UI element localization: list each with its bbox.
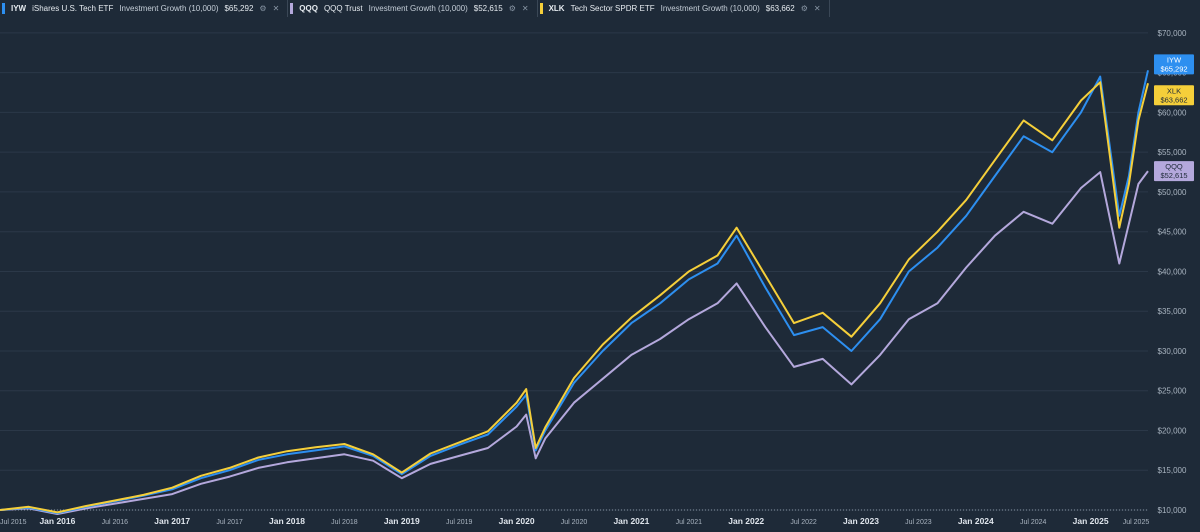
end-label-layer: IYW$65,292 XLK$63,662 QQQ$52,615 bbox=[1154, 54, 1194, 182]
end-label-qqq: QQQ$52,615 bbox=[1154, 161, 1194, 182]
x-tick-label: Jul 2021 bbox=[676, 519, 703, 526]
x-tick-label: Jan 2016 bbox=[39, 516, 75, 526]
x-tick-label: Jul 2025 bbox=[1123, 519, 1150, 526]
y-tick-label: $70,000 bbox=[1158, 29, 1187, 38]
series-line-xlk bbox=[0, 81, 1149, 514]
legend-item-xlk[interactable]: XLK Tech Sector SPDR ETF Investment Growth… bbox=[538, 0, 830, 17]
x-tick-label: Jan 2024 bbox=[958, 516, 994, 526]
y-tick-label: $30,000 bbox=[1158, 347, 1187, 356]
legend-swatch bbox=[539, 3, 543, 14]
legend-ticker: QQQ bbox=[299, 4, 318, 13]
legend-value: $63,662 bbox=[765, 4, 795, 13]
end-label-value: $65,292 bbox=[1160, 64, 1187, 73]
x-tick-label: Jan 2022 bbox=[728, 516, 764, 526]
y-tick-label: $10,000 bbox=[1158, 506, 1187, 515]
legend-metric: Investment Growth (10,000) bbox=[368, 4, 468, 13]
x-tick-label: Jan 2019 bbox=[384, 516, 420, 526]
series-line-qqq bbox=[0, 170, 1149, 515]
x-tick-label: Jan 2021 bbox=[613, 516, 649, 526]
end-label-box bbox=[1154, 85, 1194, 106]
end-label-iyw: IYW$65,292 bbox=[1154, 54, 1194, 75]
x-tick-label: Jul 2023 bbox=[905, 519, 932, 526]
end-label-value: $63,662 bbox=[1160, 95, 1187, 104]
end-label-xlk: XLK$63,662 bbox=[1154, 85, 1194, 106]
legend-item-iyw[interactable]: IYW iShares U.S. Tech ETF Investment Growt… bbox=[0, 0, 289, 17]
series-layer bbox=[0, 70, 1149, 515]
series-line-iyw bbox=[0, 70, 1149, 515]
end-label-box bbox=[1154, 54, 1194, 75]
legend-ticker: IYW bbox=[11, 4, 27, 13]
y-tick-label: $40,000 bbox=[1158, 267, 1187, 276]
x-tick-label: Jul 2017 bbox=[216, 519, 243, 526]
settings-icon[interactable]: ⚙ bbox=[800, 4, 808, 13]
settings-icon[interactable]: ⚙ bbox=[259, 4, 267, 13]
y-tick-label: $20,000 bbox=[1158, 426, 1187, 435]
end-label-ticker: XLK bbox=[1167, 86, 1181, 95]
end-label-value: $52,615 bbox=[1160, 171, 1187, 180]
x-tick-label: Jul 2022 bbox=[790, 519, 817, 526]
close-icon[interactable]: ✕ bbox=[272, 4, 280, 13]
legend-ticker: XLK bbox=[548, 4, 565, 13]
legend-name: QQQ Trust bbox=[323, 4, 363, 13]
close-icon[interactable]: ✕ bbox=[521, 4, 529, 13]
legend-metric: Investment Growth (10,000) bbox=[119, 4, 219, 13]
grid-layer bbox=[0, 32, 1148, 511]
x-tick-label: Jan 2017 bbox=[154, 516, 190, 526]
end-label-box bbox=[1154, 161, 1194, 182]
y-tick-label: $50,000 bbox=[1158, 188, 1187, 197]
x-tick-label: Jul 2015 bbox=[0, 519, 27, 526]
x-tick-label: Jan 2023 bbox=[843, 516, 879, 526]
x-tick-label: Jan 2018 bbox=[269, 516, 305, 526]
x-tick-label: Jan 2025 bbox=[1073, 516, 1109, 526]
legend-metric: Investment Growth (10,000) bbox=[660, 4, 760, 13]
legend-value: $65,292 bbox=[224, 4, 254, 13]
y-tick-label: $25,000 bbox=[1158, 387, 1187, 396]
end-label-ticker: QQQ bbox=[1165, 162, 1183, 171]
legend-swatch bbox=[290, 3, 294, 14]
y-tick-label: $45,000 bbox=[1158, 228, 1187, 237]
close-icon[interactable]: ✕ bbox=[813, 4, 821, 13]
end-label-ticker: IYW bbox=[1167, 55, 1182, 64]
x-tick-label: Jan 2020 bbox=[499, 516, 535, 526]
legend-swatch bbox=[2, 3, 5, 14]
x-tick-label: Jul 2019 bbox=[446, 519, 473, 526]
chart-legend: IYW iShares U.S. Tech ETF Investment Growt… bbox=[0, 0, 1200, 17]
legend-item-qqq[interactable]: QQQ QQQ Trust Investment Growth (10,000) $5… bbox=[288, 0, 538, 17]
x-tick-label: Jul 2018 bbox=[331, 519, 358, 526]
x-tick-label: Jul 2016 bbox=[102, 519, 129, 526]
x-tick-label: Jul 2024 bbox=[1020, 519, 1047, 526]
y-tick-label: $15,000 bbox=[1158, 466, 1187, 475]
legend-name: iShares U.S. Tech ETF bbox=[32, 4, 114, 13]
settings-icon[interactable]: ⚙ bbox=[508, 4, 516, 13]
y-tick-label: $35,000 bbox=[1158, 307, 1187, 316]
legend-name: Tech Sector SPDR ETF bbox=[570, 4, 655, 13]
y-tick-label: $60,000 bbox=[1158, 108, 1187, 117]
axis-layer: $10,000 $15,000 $20,000 $25,000 $30,000 $35,0… bbox=[0, 29, 1187, 526]
y-tick-label: $55,000 bbox=[1158, 148, 1187, 157]
x-tick-label: Jul 2020 bbox=[561, 519, 588, 526]
legend-value: $52,615 bbox=[473, 4, 503, 13]
